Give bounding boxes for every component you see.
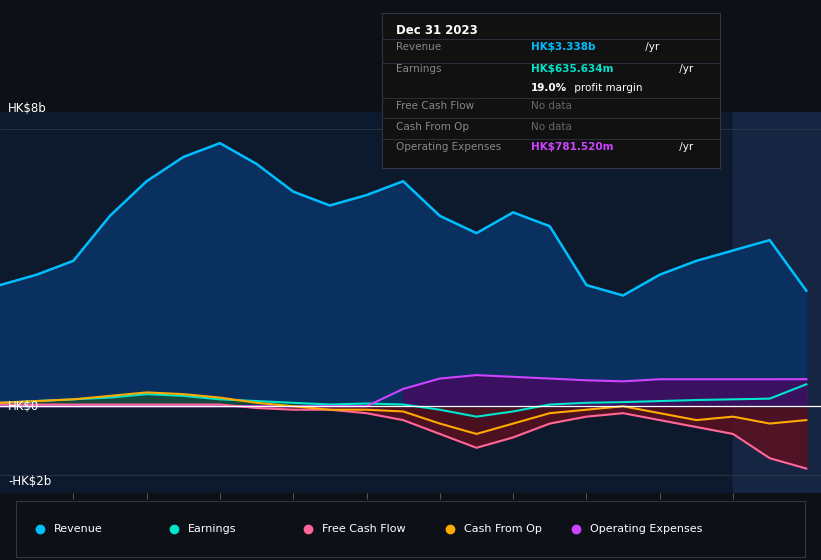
Text: Cash From Op: Cash From Op	[464, 524, 542, 534]
Text: Operating Expenses: Operating Expenses	[396, 142, 501, 152]
Text: HK$781.520m: HK$781.520m	[530, 142, 613, 152]
Text: Earnings: Earnings	[396, 64, 441, 74]
Text: HK$0: HK$0	[8, 400, 39, 413]
Text: Earnings: Earnings	[188, 524, 236, 534]
Text: Free Cash Flow: Free Cash Flow	[396, 101, 474, 111]
Text: /yr: /yr	[676, 64, 693, 74]
Text: Free Cash Flow: Free Cash Flow	[322, 524, 406, 534]
Text: 19.0%: 19.0%	[530, 83, 566, 93]
Text: -HK$2b: -HK$2b	[8, 475, 52, 488]
Bar	[733, 112, 821, 493]
Text: No data: No data	[530, 122, 571, 132]
Text: HK$3.338b: HK$3.338b	[530, 43, 595, 53]
Text: /yr: /yr	[676, 142, 693, 152]
Text: Revenue: Revenue	[396, 43, 441, 53]
Text: No data: No data	[530, 101, 571, 111]
Text: profit margin: profit margin	[571, 83, 643, 93]
Text: HK$635.634m: HK$635.634m	[530, 64, 613, 74]
Text: HK$8b: HK$8b	[8, 102, 47, 115]
Text: Dec 31 2023: Dec 31 2023	[396, 24, 477, 37]
Text: Cash From Op: Cash From Op	[396, 122, 469, 132]
Text: /yr: /yr	[642, 43, 659, 53]
Text: Revenue: Revenue	[54, 524, 103, 534]
Text: Operating Expenses: Operating Expenses	[590, 524, 703, 534]
